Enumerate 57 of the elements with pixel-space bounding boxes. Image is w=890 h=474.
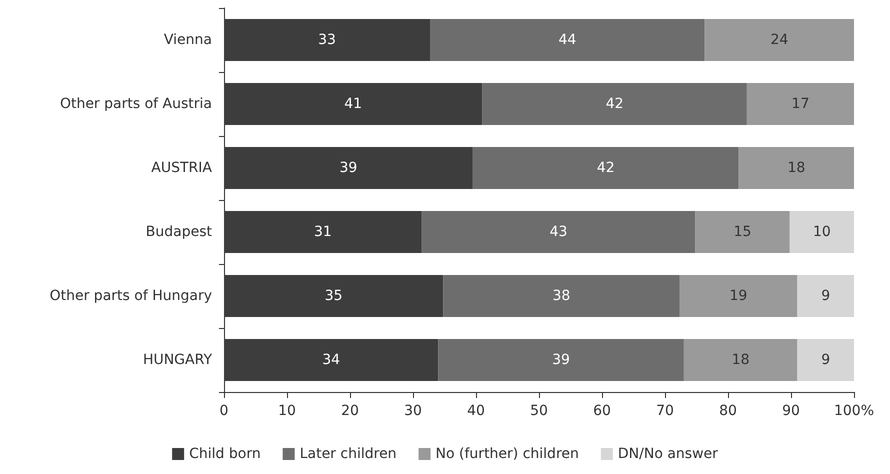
x-tick-label: 0 <box>220 403 228 419</box>
data-label: 34 <box>322 352 340 368</box>
data-label: 17 <box>792 96 810 112</box>
x-tick-label: 10 <box>278 403 296 419</box>
y-tick-label: Other parts of Austria <box>60 96 212 112</box>
x-tick-label: 40 <box>467 403 485 419</box>
x-tick-label: 70 <box>656 403 674 419</box>
data-label: 42 <box>596 160 615 176</box>
data-label: 18 <box>787 160 806 176</box>
bar <box>472 147 739 189</box>
data-label: 18 <box>732 352 750 368</box>
bar <box>684 339 798 381</box>
data-label: 42 <box>606 96 624 112</box>
bar <box>443 275 680 317</box>
legend-label: Later children <box>300 446 397 462</box>
x-tick-label: 100% <box>834 403 874 419</box>
data-label: 9 <box>821 352 830 368</box>
bar <box>695 211 790 253</box>
y-tick-label: Other parts of Hungary <box>50 288 212 304</box>
data-label: 15 <box>734 224 752 240</box>
bar <box>430 19 705 61</box>
data-label: 44 <box>558 32 576 48</box>
bar <box>704 19 854 61</box>
x-tick-label: 80 <box>719 403 737 419</box>
data-label: 24 <box>770 32 788 48</box>
x-tick-label: 60 <box>593 403 611 419</box>
bar <box>797 275 854 317</box>
data-label: 31 <box>314 224 332 240</box>
bar <box>422 211 696 253</box>
bar <box>438 339 684 381</box>
data-label: 10 <box>812 224 831 240</box>
data-label: 39 <box>340 160 358 176</box>
legend-label: No (further) children <box>436 446 579 462</box>
legend-label: DN/No answer <box>618 446 718 462</box>
bar <box>797 339 854 381</box>
data-label: 39 <box>552 352 570 368</box>
y-tick-label: Vienna <box>164 32 212 48</box>
bar <box>746 83 854 125</box>
data-label: 41 <box>344 96 362 112</box>
bar <box>482 83 747 125</box>
x-tick-label: 20 <box>341 403 359 419</box>
data-label: 43 <box>550 224 568 240</box>
data-label: 33 <box>318 32 336 48</box>
x-tick-label: 30 <box>404 403 422 419</box>
data-label: 35 <box>324 288 343 304</box>
data-label: 38 <box>552 288 570 304</box>
bar <box>738 147 854 189</box>
bar <box>790 211 854 253</box>
x-tick-label: 50 <box>530 403 548 419</box>
bar <box>679 275 798 317</box>
data-label: 9 <box>821 288 830 304</box>
legend-label: Child born <box>189 446 261 462</box>
y-tick-label: AUSTRIA <box>151 160 212 176</box>
x-tick-label: 90 <box>782 403 800 419</box>
y-tick-label: HUNGARY <box>142 352 212 368</box>
data-label: 19 <box>729 288 748 304</box>
y-tick-label: Budapest <box>146 224 213 240</box>
